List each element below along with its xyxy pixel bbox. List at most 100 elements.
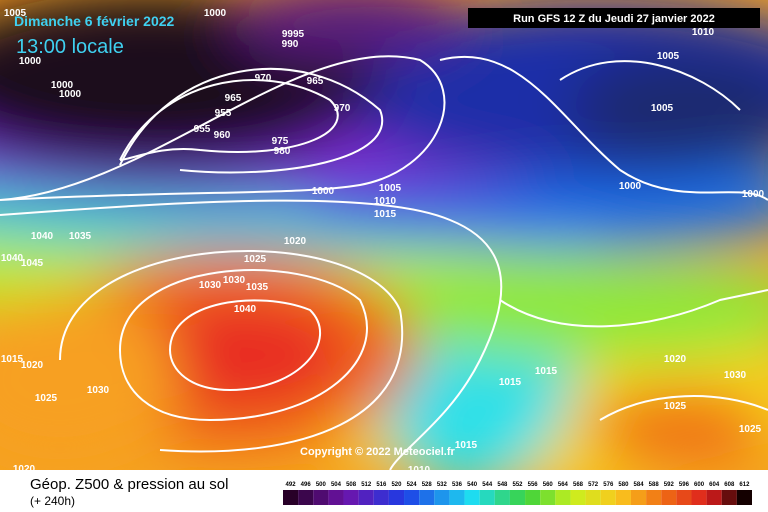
- isobar-label: 1030: [724, 370, 747, 381]
- isobar-label: 1005: [651, 103, 674, 114]
- colorbar-label: 596: [679, 482, 690, 488]
- colorbar-swatch: [283, 490, 299, 505]
- colorbar-swatch: [328, 490, 344, 505]
- colorbar-label: 520: [391, 482, 402, 488]
- colorbar-label: 608: [724, 482, 735, 488]
- colorbar-label: 516: [376, 482, 387, 488]
- run: Run GFS 12 Z du Jeudi 27 janvier 2022: [513, 13, 715, 25]
- colorbar-swatch: [464, 490, 480, 505]
- isobar-label: 1025: [35, 393, 58, 404]
- isobar-label: 1000: [742, 189, 765, 200]
- colorbar-swatch: [434, 490, 450, 505]
- colorbar-label: 592: [664, 482, 675, 488]
- isobar-label: 1030: [87, 385, 110, 396]
- colorbar-label: 584: [634, 482, 645, 488]
- isobar-label: 1020: [13, 464, 36, 475]
- isobar-label: 1010: [692, 27, 715, 38]
- colorbar-swatch: [615, 490, 631, 505]
- isobar-label: 1000: [59, 89, 82, 100]
- colorbar-label: 500: [316, 482, 327, 488]
- footer-title: Géop. Z500 & pression au sol: [30, 476, 228, 493]
- isobar-label: 1020: [284, 236, 307, 247]
- isobar-label: 965: [225, 93, 242, 104]
- colorbar-label: 572: [588, 482, 599, 488]
- colorbar-swatch: [404, 490, 420, 505]
- colorbar-label: 496: [301, 482, 312, 488]
- colorbar-swatch: [298, 490, 314, 505]
- isobar-label: 1040: [31, 231, 54, 242]
- colorbar-swatch: [676, 490, 692, 505]
- isobar-label: 1025: [244, 254, 267, 265]
- colorbar-swatch: [555, 490, 571, 505]
- colorbar-swatch: [509, 490, 526, 505]
- isobar-label: 1010: [408, 465, 431, 476]
- colorbar-label: 576: [603, 482, 614, 488]
- isobar-label: 1005: [379, 183, 402, 194]
- colorbar-label: 508: [346, 482, 357, 488]
- date: Dimanche 6 février 2022: [14, 13, 175, 29]
- colorbar-label: 504: [331, 482, 342, 488]
- copyright: Copyright © 2022 Meteociel.fr: [300, 446, 456, 458]
- isobar-label: 1015: [374, 209, 397, 220]
- isobar-label: 1025: [664, 401, 687, 412]
- isobar-label: 1040: [1, 253, 24, 264]
- run-box: [468, 8, 760, 28]
- isobar-label: 1000: [19, 56, 42, 67]
- isobar-label: 1005: [4, 8, 27, 19]
- isobar-label: 1000: [51, 80, 74, 91]
- colorbar-label: 528: [422, 482, 433, 488]
- isobar-label: 1020: [21, 360, 44, 371]
- isobar-label: 1045: [21, 258, 44, 269]
- isobar-label: 1030: [223, 275, 246, 286]
- colorbar-label: 604: [709, 482, 720, 488]
- colorbar-label: 600: [694, 482, 705, 488]
- isobar-label: 1000: [619, 181, 642, 192]
- colorbar-swatch: [494, 490, 510, 505]
- colorbar-swatch: [373, 490, 389, 505]
- colorbar-swatch: [388, 490, 405, 505]
- colorbar-label: 588: [649, 482, 660, 488]
- isobar-label: 1020: [664, 354, 687, 365]
- colorbar-swatch: [540, 490, 556, 505]
- isobar-label: 965: [307, 76, 324, 87]
- isobar-label: 1040: [234, 304, 257, 315]
- colorbar-swatch: [691, 490, 707, 505]
- colorbar-swatch: [358, 490, 374, 505]
- colorbar-label: 552: [512, 482, 523, 488]
- colorbar-swatch: [646, 490, 662, 505]
- colorbar: 492 496 500 504 508 512 516 520 524 528 532 536 540 5…: [283, 482, 752, 505]
- colorbar-swatch: [706, 490, 722, 505]
- colorbar-label: 548: [497, 482, 508, 488]
- colorbar-label: 568: [573, 482, 584, 488]
- colorbar-label: 612: [739, 482, 750, 488]
- isobar-label: 970: [334, 103, 351, 114]
- isobar-label: 1035: [246, 282, 269, 293]
- colorbar-label: 492: [286, 482, 297, 488]
- isobar-label: 960: [214, 130, 231, 141]
- colorbar-label: 532: [437, 482, 448, 488]
- colorbar-label: 580: [618, 482, 629, 488]
- isobar-label: 1015: [1, 354, 24, 365]
- colorbar-label: 564: [558, 482, 569, 488]
- colorbar-swatch: [449, 490, 465, 505]
- colorbar-swatch: [343, 490, 359, 505]
- colorbar-swatch: [661, 490, 677, 505]
- isobar-label: 1015: [535, 366, 558, 377]
- isobar-label: 1035: [69, 231, 92, 242]
- isobar-label: 980: [274, 146, 291, 157]
- isobar-label: 955: [194, 124, 211, 135]
- isobar-label: 1025: [739, 424, 762, 435]
- isobar-label: 955: [215, 108, 232, 119]
- isobar-label: 1030: [199, 280, 222, 291]
- colorbar-swatch: [585, 490, 601, 505]
- colorbar-swatch: [600, 490, 616, 505]
- colorbar-label: 536: [452, 482, 463, 488]
- isobar-label: 990: [282, 39, 299, 50]
- isobar-label: 970: [255, 73, 272, 84]
- colorbar-swatch: [630, 490, 647, 505]
- isobar-label: 1015: [499, 377, 522, 388]
- isobar-label: 1000: [204, 8, 227, 19]
